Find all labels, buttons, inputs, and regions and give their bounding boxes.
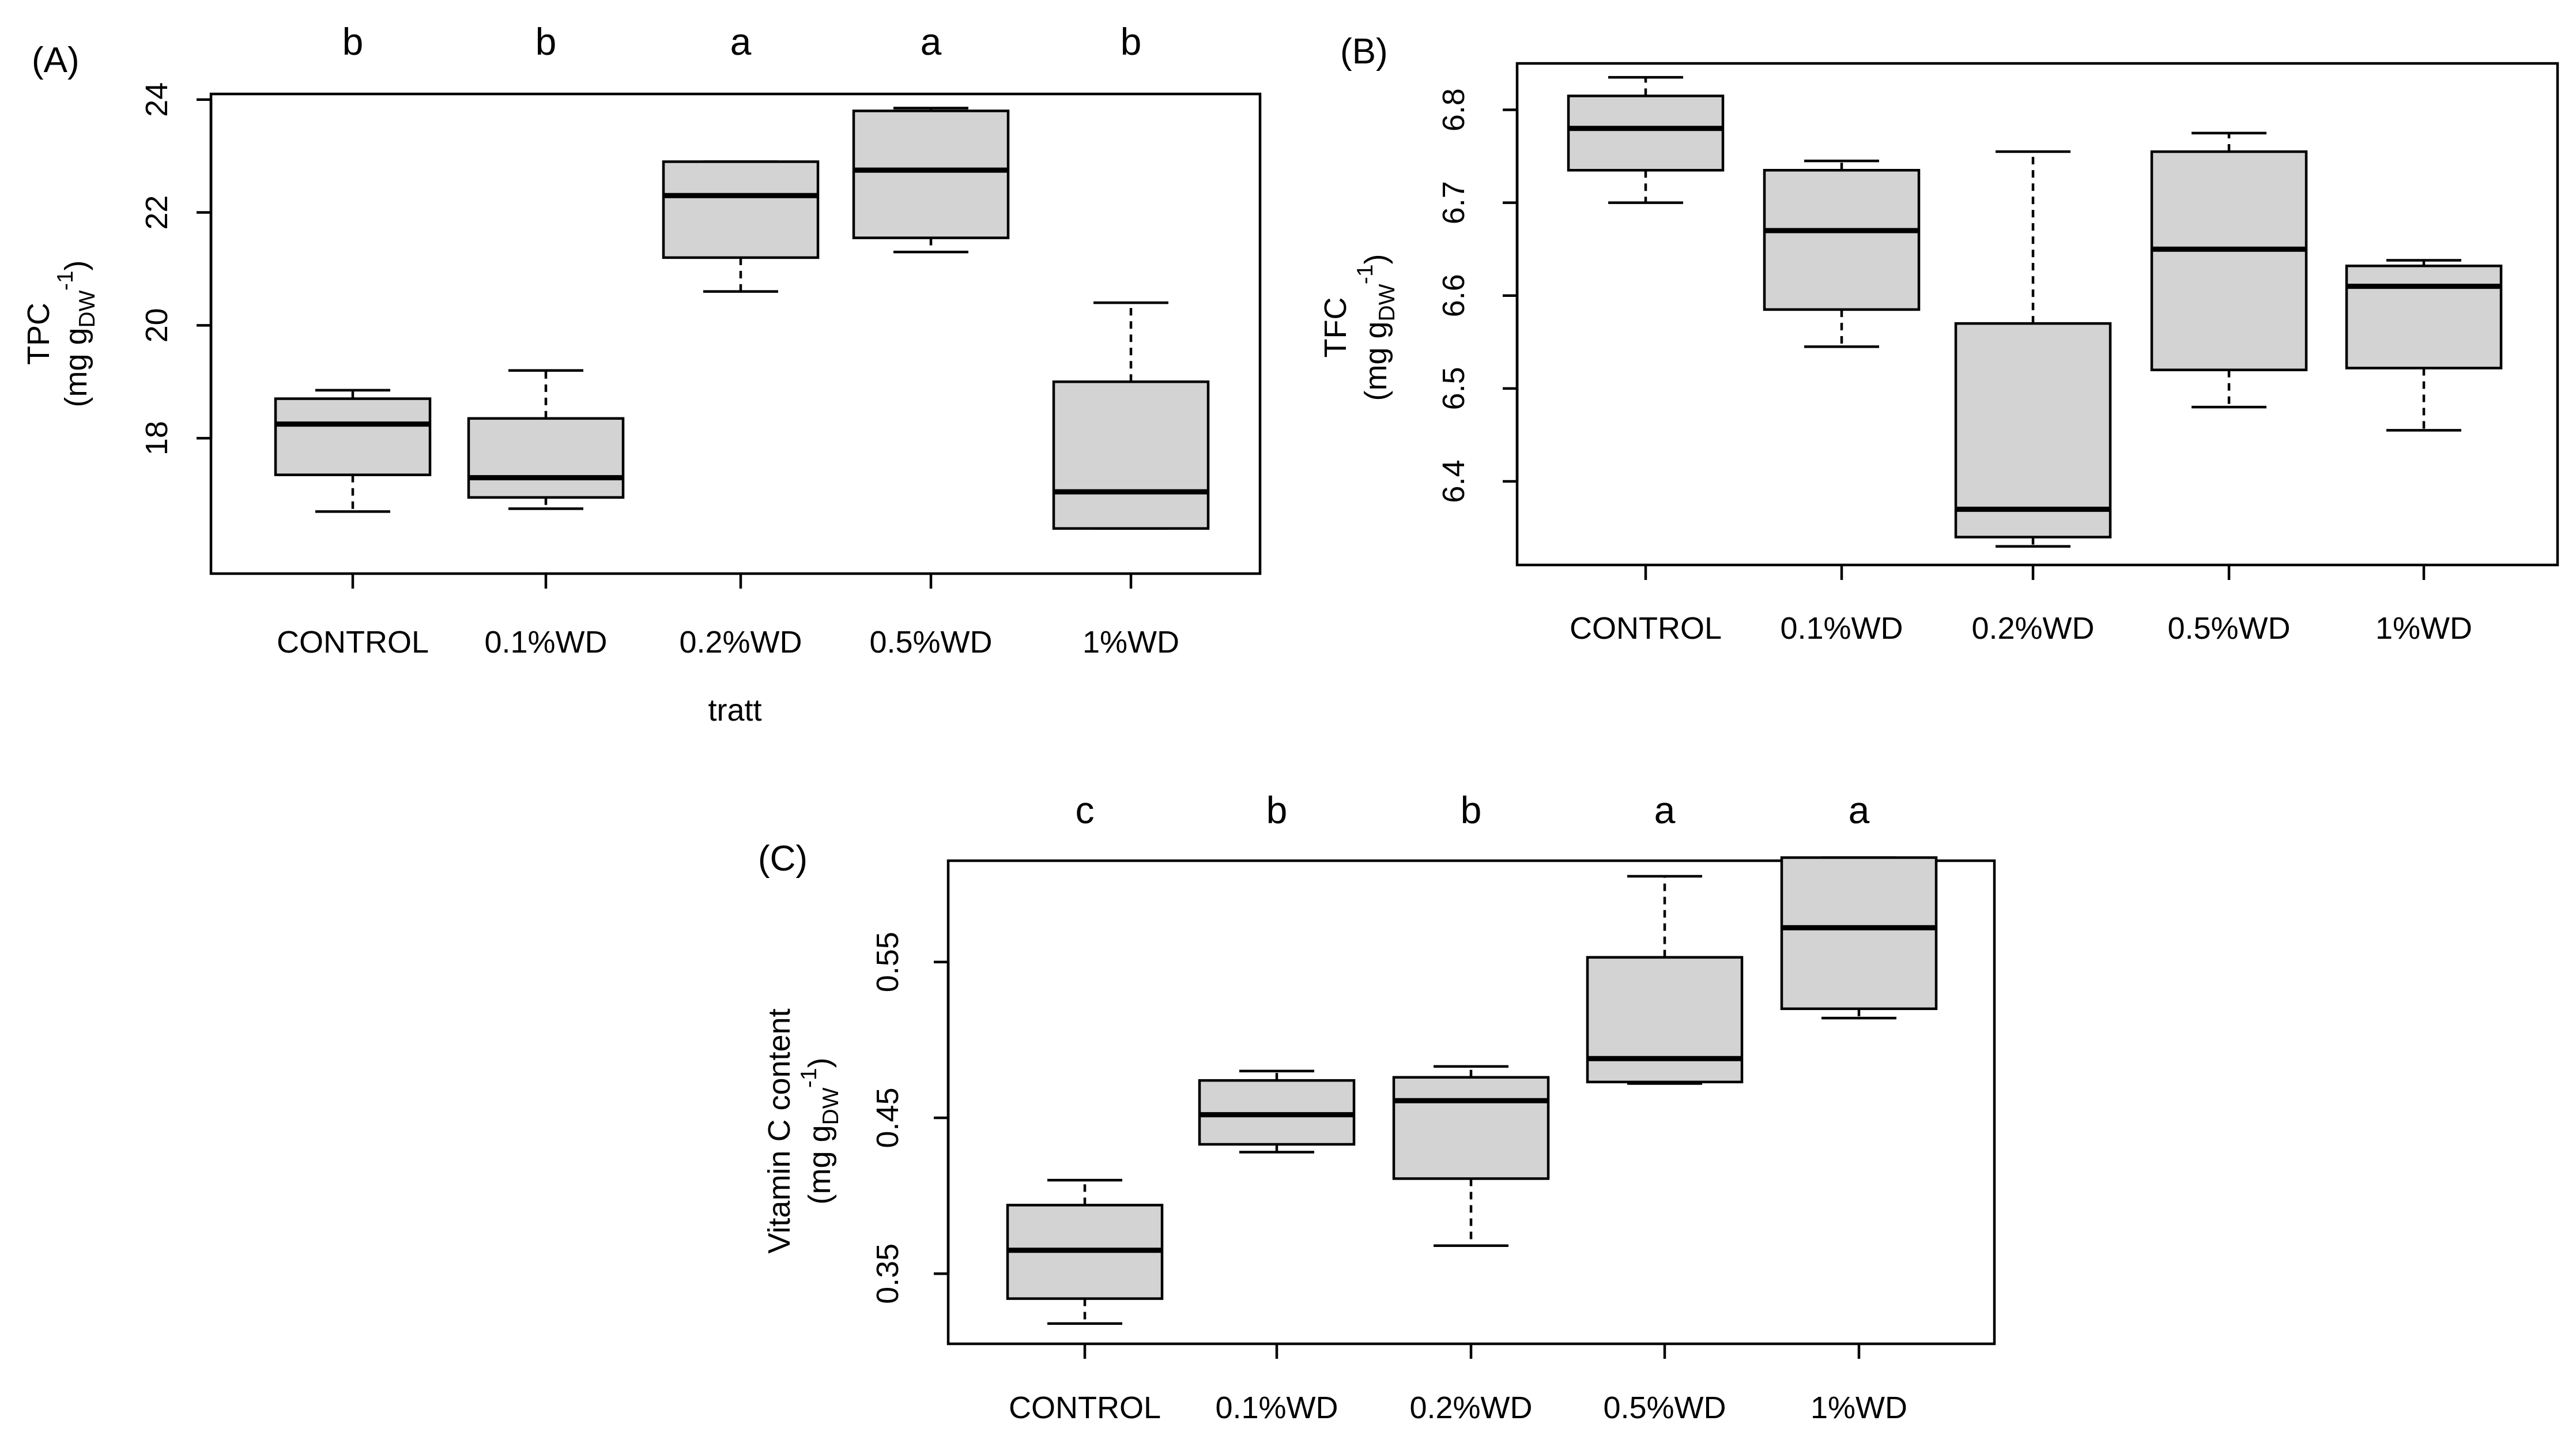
significance-letter: a <box>1849 789 1870 831</box>
panel-b-tfc: (B) 6.4 6.5 6.6 6.7 6.8 CONTROL 0.1%WD 0.2%WD 0.5… <box>1318 32 2559 646</box>
panel-label: (C) <box>758 839 808 879</box>
unit-superscript: -1 <box>797 1068 821 1088</box>
significance-letter: b <box>1121 20 1142 63</box>
box-0-2-wd <box>1392 1065 1550 1247</box>
x-category-label: CONTROL <box>1570 611 1722 646</box>
iqr-box <box>2150 150 2308 371</box>
iqr-box <box>1954 322 2112 538</box>
y-tick-label: 6.7 <box>1436 181 1471 224</box>
box-control <box>1006 1178 1164 1325</box>
x-category-label: CONTROL <box>1009 1391 1161 1425</box>
unit-main: (mg g <box>802 1125 837 1204</box>
y-axis-title: Vitamin C content <box>762 1008 797 1253</box>
unit-subscript: DW <box>75 290 100 327</box>
box-0-1-wd <box>1198 1069 1356 1154</box>
panel-label: (B) <box>1340 32 1388 71</box>
iqr-box <box>1392 1076 1550 1180</box>
iqr-box <box>2345 264 2503 370</box>
panel-c-vitamin-c: (C) 0.35 0.45 0.55 CONTROL 0.1%WD 0.2%WD 0.5%WD… <box>758 789 1996 1425</box>
box-0-5-wd <box>2150 131 2308 409</box>
y-tick-label: 0.35 <box>870 1243 905 1304</box>
y-tick-label: 6.8 <box>1436 88 1471 131</box>
box-1-wd <box>2345 259 2503 432</box>
box-0-5-wd <box>852 107 1010 254</box>
unit-main: (mg g <box>1359 321 1393 401</box>
box-control <box>274 389 432 513</box>
x-category-label: 1%WD <box>2375 611 2472 646</box>
box-1-wd <box>1052 301 1210 530</box>
y-tick-label: 18 <box>139 421 174 455</box>
significance-letter: b <box>342 20 364 63</box>
significance-letter: a <box>921 20 942 63</box>
panel-a-tpc: (A) 18 20 22 24 CONTROL 0.1%WD 0.2%WD 0.5%WD 1%WD… <box>21 20 1262 728</box>
significance-letter: c <box>1076 789 1095 831</box>
box-0-1-wd <box>1763 159 1921 348</box>
x-category-label: 0.1%WD <box>484 625 607 660</box>
unit-close: ) <box>802 1058 837 1068</box>
x-category-label: 0.2%WD <box>1409 1391 1532 1425</box>
x-category-label: 0.2%WD <box>1971 611 2094 646</box>
box-0-1-wd <box>467 369 625 510</box>
x-category-label: CONTROL <box>277 625 429 660</box>
panel-label: (A) <box>32 40 80 80</box>
significance-letter: b <box>1461 789 1482 831</box>
iqr-box <box>1780 856 1938 1011</box>
box-0-2-wd <box>662 160 820 293</box>
y-tick-label: 6.5 <box>1436 367 1471 410</box>
y-tick-label: 6.4 <box>1436 459 1471 503</box>
significance-letter: a <box>1654 789 1676 831</box>
unit-close: ) <box>1359 254 1393 265</box>
significance-letter: a <box>730 20 752 63</box>
x-category-label: 0.2%WD <box>679 625 802 660</box>
iqr-box <box>1586 956 1744 1084</box>
significance-letter: b <box>535 20 557 63</box>
y-axis-unit: (mg gDW-1) <box>797 1058 843 1205</box>
box-1-wd <box>1780 856 1938 1020</box>
x-category-label: 0.5%WD <box>1603 1391 1726 1425</box>
y-tick-label: 22 <box>139 195 174 230</box>
unit-subscript: DW <box>819 1087 843 1125</box>
significance-letter: b <box>1266 789 1288 831</box>
iqr-box <box>467 417 625 499</box>
unit-close: ) <box>59 261 93 271</box>
x-category-label: 0.5%WD <box>2167 611 2290 646</box>
y-axis-title: TFC <box>1318 297 1353 358</box>
box-control <box>1567 76 1725 204</box>
x-category-label: 0.5%WD <box>869 625 992 660</box>
iqr-box <box>1763 169 1921 311</box>
y-tick-label: 24 <box>139 82 174 117</box>
iqr-box <box>1567 95 1725 172</box>
iqr-box <box>662 160 820 259</box>
x-category-label: 1%WD <box>1083 625 1179 660</box>
unit-superscript: -1 <box>1353 264 1378 284</box>
y-axis-unit: (mg gDW-1) <box>1353 254 1400 401</box>
iqr-box <box>852 110 1010 239</box>
unit-subscript: DW <box>1375 284 1400 321</box>
y-tick-label: 6.6 <box>1436 274 1471 317</box>
unit-main: (mg g <box>59 327 93 407</box>
box-0-5-wd <box>1586 875 1744 1085</box>
box-0-2-wd <box>1954 150 2112 548</box>
y-axis-title: TPC <box>21 303 56 365</box>
y-tick-label: 0.45 <box>870 1087 905 1148</box>
x-axis-title: tratt <box>708 693 761 728</box>
y-axis-unit: (mg gDW-1) <box>53 261 100 408</box>
unit-superscript: -1 <box>53 270 78 291</box>
x-category-label: 0.1%WD <box>1780 611 1903 646</box>
x-category-label: 1%WD <box>1811 1391 1907 1425</box>
y-tick-label: 0.55 <box>870 932 905 992</box>
x-category-label: 0.1%WD <box>1215 1391 1338 1425</box>
y-tick-label: 20 <box>139 308 174 342</box>
iqr-box <box>1052 380 1210 530</box>
iqr-box <box>274 397 432 476</box>
